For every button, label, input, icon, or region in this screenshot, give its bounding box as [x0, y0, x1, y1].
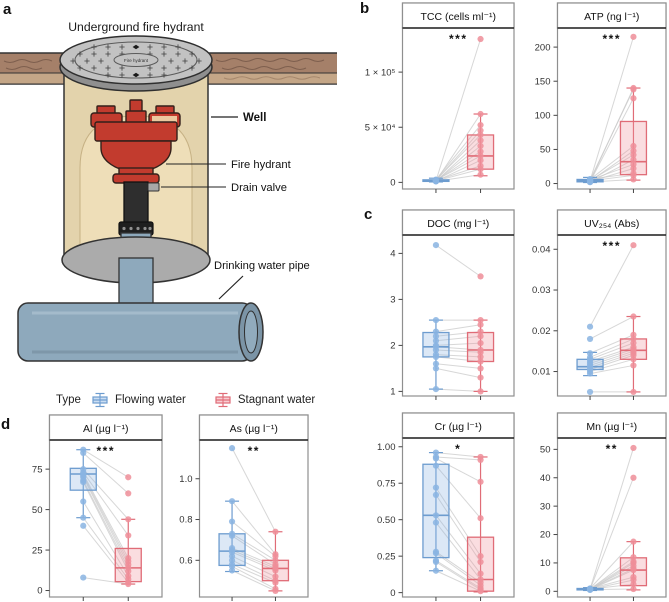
svg-text:1: 1 — [390, 387, 395, 398]
svg-text:***: *** — [602, 32, 621, 46]
chart-uv254: 0.01 0.02 0.03 0.04 *** UV₂₅₄ (Abs) — [524, 209, 667, 406]
svg-text:0: 0 — [390, 588, 395, 599]
svg-text:40: 40 — [540, 473, 551, 484]
legend-label-flowing: Flowing water — [114, 394, 186, 406]
legend-item-flowing: Flowing water — [91, 392, 186, 408]
svg-text:50: 50 — [32, 505, 43, 516]
boxplot-svg: 0 0.25 0.50 0.75 1.00 * Cr (µg l⁻¹) — [377, 412, 515, 601]
flowing-water-boxplot-icon — [91, 392, 109, 408]
svg-text:30: 30 — [540, 501, 551, 512]
boxplot-svg: 0 25 50 75 *** Al (µg l⁻¹) — [32, 414, 163, 601]
svg-text:1.0: 1.0 — [179, 474, 192, 485]
svg-text:0.75: 0.75 — [377, 478, 396, 489]
svg-text:UV₂₅₄ (Abs): UV₂₅₄ (Abs) — [584, 218, 639, 230]
drinking-water-pipe-label: Drinking water pipe — [214, 260, 310, 272]
svg-text:0.50: 0.50 — [377, 515, 396, 526]
svg-text:5 × 10⁴: 5 × 10⁴ — [365, 122, 396, 133]
legend-label-stagnant: Stagnant water — [237, 394, 316, 406]
svg-text:50: 50 — [540, 145, 551, 156]
svg-text:0.8: 0.8 — [179, 515, 192, 526]
svg-text:Mn (µg l⁻¹): Mn (µg l⁻¹) — [586, 421, 637, 433]
svg-text:Cr (µg l⁻¹): Cr (µg l⁻¹) — [435, 421, 482, 433]
svg-text:0.25: 0.25 — [377, 551, 396, 562]
svg-text:100: 100 — [535, 111, 551, 122]
svg-text:As (µg l⁻¹): As (µg l⁻¹) — [230, 423, 278, 435]
stagnant-water-boxplot-icon — [214, 392, 232, 408]
legend-title: Type — [56, 394, 81, 406]
svg-text:TCC (cells ml⁻¹): TCC (cells ml⁻¹) — [420, 11, 496, 23]
panel-label-b: b — [360, 0, 370, 17]
panel-label-d: d — [1, 416, 11, 433]
well-label: Well — [243, 112, 266, 124]
panel-label-a: a — [3, 1, 12, 18]
pipe-connector-lower — [118, 257, 154, 307]
svg-text:0.01: 0.01 — [532, 367, 551, 378]
svg-text:3: 3 — [390, 295, 395, 306]
diagram-callouts: Well Fire hydrant Drain valve Drinking w… — [161, 112, 310, 300]
cover-label: Fire hydrant — [124, 58, 149, 63]
svg-text:200: 200 — [535, 42, 551, 53]
chart-tcc: 0 5 × 10⁴ 1 × 10⁵ *** TCC (cells ml⁻¹) — [357, 2, 515, 199]
fire-hydrant-label: Fire hydrant — [231, 159, 292, 171]
svg-text:2: 2 — [390, 341, 395, 352]
boxplot-svg: 0 50 100 150 200 *** ATP (ng l⁻¹) — [535, 2, 667, 193]
boxplot-svg: 0.6 0.8 1.0 ** As (µg l⁻¹) — [179, 414, 309, 601]
boxplot-svg: 1 2 3 4 DOC (mg l⁻¹) — [390, 209, 515, 400]
svg-text:150: 150 — [535, 76, 551, 87]
legend-item-stagnant: Stagnant water — [214, 392, 315, 408]
boxplot-svg: 0 5 × 10⁴ 1 × 10⁵ *** TCC (cells ml⁻¹) — [365, 2, 515, 193]
svg-text:***: *** — [602, 239, 621, 253]
riser-pipe — [123, 181, 149, 227]
manhole-cover: Fire hydrant — [59, 35, 213, 92]
svg-text:10: 10 — [540, 558, 551, 569]
svg-text:75: 75 — [32, 464, 43, 475]
panel-label-c: c — [364, 206, 373, 223]
svg-text:***: *** — [449, 32, 468, 46]
chart-cr: 0 0.25 0.50 0.75 1.00 * Cr (µg l⁻¹) — [357, 412, 515, 602]
fire-hydrant-graphic — [90, 99, 181, 184]
chart-doc: 1 2 3 4 DOC (mg l⁻¹) — [357, 209, 515, 406]
chart-mn: 0 10 20 30 40 50 ** Mn (µg l⁻¹) — [524, 412, 667, 602]
svg-text:*: * — [455, 442, 461, 456]
svg-text:***: *** — [96, 444, 115, 458]
svg-text:50: 50 — [540, 445, 551, 456]
svg-text:DOC (mg l⁻¹): DOC (mg l⁻¹) — [427, 218, 489, 230]
svg-text:0: 0 — [37, 586, 42, 597]
svg-text:**: ** — [606, 442, 618, 456]
cover-cross-pattern — [70, 44, 202, 78]
svg-text:ATP (ng l⁻¹): ATP (ng l⁻¹) — [584, 11, 639, 23]
svg-text:0: 0 — [545, 587, 550, 598]
chart-as: 0.6 0.8 1.0 ** As (µg l⁻¹) — [166, 414, 309, 602]
svg-text:0.04: 0.04 — [532, 244, 551, 255]
svg-text:0: 0 — [545, 179, 550, 190]
boxplot-svg: 0 10 20 30 40 50 ** Mn (µg l⁻¹) — [540, 412, 667, 601]
boxplot-svg: 0.01 0.02 0.03 0.04 *** UV₂₅₄ (Abs) — [532, 209, 667, 400]
svg-text:25: 25 — [32, 545, 43, 556]
svg-text:20: 20 — [540, 530, 551, 541]
chart-al: 0 25 50 75 *** Al (µg l⁻¹) — [16, 414, 163, 602]
svg-text:0: 0 — [390, 178, 395, 189]
svg-text:Al (µg l⁻¹): Al (µg l⁻¹) — [83, 423, 128, 435]
drain-valve-label: Drain valve — [231, 182, 287, 194]
svg-text:1 × 10⁵: 1 × 10⁵ — [365, 67, 396, 78]
chart-atp: 0 50 100 150 200 *** ATP (ng l⁻¹) — [524, 2, 667, 199]
hydrant-diagram: Underground fire hydrant — [0, 20, 337, 362]
drain-valve-graphic — [147, 182, 160, 192]
svg-text:0.02: 0.02 — [532, 326, 551, 337]
drinking-water-pipe-graphic — [17, 302, 264, 362]
svg-text:**: ** — [248, 444, 260, 458]
legend: Type Flowing water Stagnant water — [56, 390, 343, 410]
svg-text:4: 4 — [390, 249, 395, 260]
svg-text:1.00: 1.00 — [377, 442, 396, 453]
svg-text:0.03: 0.03 — [532, 285, 551, 296]
diagram-title: Underground fire hydrant — [68, 20, 204, 34]
svg-text:0.6: 0.6 — [179, 555, 192, 566]
